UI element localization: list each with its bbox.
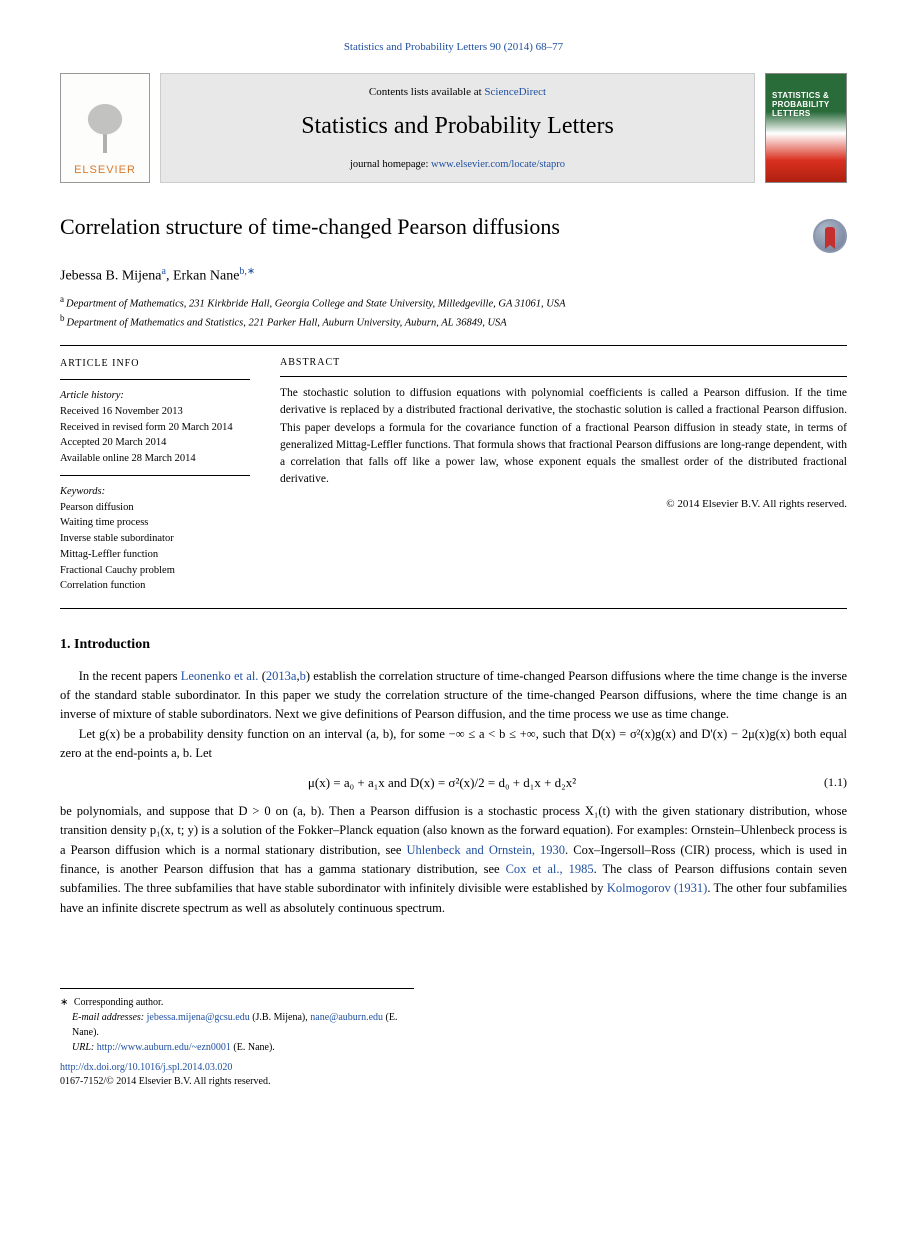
copyright-line: © 2014 Elsevier B.V. All rights reserved…: [280, 497, 847, 512]
corr-text: Corresponding author.: [71, 997, 163, 1008]
author-1-affiliation-marker[interactable]: a: [161, 266, 165, 277]
article-info-head: article info: [60, 356, 250, 371]
affiliation-a: aDepartment of Mathematics, 231 Kirkbrid…: [60, 293, 847, 312]
info-divider-1: [60, 379, 250, 380]
footnotes: ∗ Corresponding author. E-mail addresses…: [60, 988, 414, 1055]
url-line: URL: http://www.auburn.edu/~ezn0001 (E. …: [60, 1040, 414, 1055]
equation-1-1-number: (1.1): [824, 774, 847, 791]
section-1-head: 1. Introduction: [60, 635, 847, 655]
history-label: Article history:: [60, 388, 250, 404]
author-2-corresponding-marker[interactable]: ∗: [247, 266, 255, 277]
intro-paragraph-3: be polynomials, and suppose that D > 0 o…: [60, 802, 847, 918]
author-2: Erkan Nane: [173, 269, 239, 284]
abstract-text: The stochastic solution to diffusion equ…: [280, 385, 847, 489]
corr-marker: ∗: [60, 997, 68, 1008]
aff-b-text: Department of Mathematics and Statistics…: [67, 317, 507, 328]
elsevier-logo: ELSEVIER: [60, 73, 150, 183]
p1-text-a: In the recent papers: [79, 669, 181, 683]
url-label: URL:: [72, 1042, 97, 1053]
keyword-3: Inverse stable subordinator: [60, 531, 250, 547]
p1-paren: (: [258, 669, 265, 683]
affiliation-b: bDepartment of Mathematics and Statistic…: [60, 312, 847, 331]
journal-cover-thumbnail: STATISTICS & PROBABILITY LETTERS: [765, 73, 847, 183]
author-2-affiliation-marker[interactable]: b,: [239, 266, 247, 277]
journal-header: ELSEVIER Contents lists available at Sci…: [60, 73, 847, 183]
ref-kolmogorov-1931[interactable]: Kolmogorov (1931): [607, 881, 708, 895]
paper-title: Correlation structure of time-changed Pe…: [60, 213, 793, 241]
received-date: Received 16 November 2013: [60, 404, 250, 420]
abstract-column: abstract The stochastic solution to diff…: [280, 356, 847, 594]
info-divider-2: [60, 475, 250, 476]
homepage-prefix: journal homepage:: [350, 159, 431, 170]
author-1: Jebessa B. Mijena: [60, 269, 161, 284]
contents-available-line: Contents lists available at ScienceDirec…: [369, 85, 546, 100]
keywords-head: Keywords:: [60, 484, 250, 500]
bottom-rule: [60, 608, 847, 609]
header-center-panel: Contents lists available at ScienceDirec…: [160, 73, 755, 183]
aff-a-text: Department of Mathematics, 231 Kirkbride…: [66, 298, 566, 309]
elsevier-label: ELSEVIER: [74, 163, 136, 178]
crossmark-badge[interactable]: [813, 219, 847, 253]
affiliations: aDepartment of Mathematics, 231 Kirkbrid…: [60, 293, 847, 332]
abstract-head: abstract: [280, 356, 847, 370]
ref-leonenko-2013a[interactable]: 2013a: [266, 669, 297, 683]
ref-cox-1985[interactable]: Cox et al., 1985: [506, 862, 594, 876]
authors-line: Jebessa B. Mijenaa, Erkan Naneb,∗: [60, 265, 847, 286]
email-1[interactable]: jebessa.mijena@gcsu.edu: [147, 1012, 250, 1023]
intro-paragraph-1: In the recent papers Leonenko et al. (20…: [60, 667, 847, 725]
email-2[interactable]: nane@auburn.edu: [310, 1012, 383, 1023]
aff-a-label: a: [60, 294, 64, 304]
crossmark-ribbon-icon: [825, 227, 835, 245]
cover-text-3: LETTERS: [772, 110, 840, 119]
keyword-1: Pearson diffusion: [60, 500, 250, 516]
email-line: E-mail addresses: jebessa.mijena@gcsu.ed…: [60, 1010, 414, 1040]
homepage-line: journal homepage: www.elsevier.com/locat…: [350, 158, 565, 173]
contents-prefix: Contents lists available at: [369, 86, 484, 98]
ref-leonenko[interactable]: Leonenko et al.: [181, 669, 259, 683]
sciencedirect-link[interactable]: ScienceDirect: [484, 86, 546, 98]
email-1-who: (J.B. Mijena),: [250, 1012, 311, 1023]
journal-reference: Statistics and Probability Letters 90 (2…: [60, 40, 847, 55]
keyword-2: Waiting time process: [60, 515, 250, 531]
article-info-column: article info Article history: Received 1…: [60, 356, 250, 594]
equation-1-1: μ(x) = a₀ + a₁x and D(x) = σ²(x)/2 = d₀ …: [60, 774, 824, 792]
email-label: E-mail addresses:: [72, 1012, 147, 1023]
intro-paragraph-2: Let g(x) be a probability density functi…: [60, 725, 847, 764]
keyword-6: Correlation function: [60, 578, 250, 594]
ref-uhlenbeck-ornstein[interactable]: Uhlenbeck and Ornstein, 1930: [407, 843, 566, 857]
keyword-5: Fractional Cauchy problem: [60, 563, 250, 579]
journal-title: Statistics and Probability Letters: [301, 110, 614, 144]
keyword-4: Mittag-Leffler function: [60, 547, 250, 563]
publisher-line: 0167-7152/© 2014 Elsevier B.V. All right…: [60, 1075, 847, 1089]
abstract-rule: [280, 376, 847, 377]
url-who: (E. Nane).: [231, 1042, 275, 1053]
accepted-date: Accepted 20 March 2014: [60, 435, 250, 451]
doi-line: http://dx.doi.org/10.1016/j.spl.2014.03.…: [60, 1061, 847, 1075]
homepage-link[interactable]: www.elsevier.com/locate/stapro: [431, 159, 565, 170]
available-date: Available online 28 March 2014: [60, 451, 250, 467]
elsevier-tree-icon: [70, 88, 140, 163]
corresponding-author-note: ∗ Corresponding author.: [60, 995, 414, 1010]
aff-b-label: b: [60, 313, 65, 323]
author-url[interactable]: http://www.auburn.edu/~ezn0001: [97, 1042, 231, 1053]
revised-date: Received in revised form 20 March 2014: [60, 420, 250, 436]
doi-link[interactable]: http://dx.doi.org/10.1016/j.spl.2014.03.…: [60, 1062, 232, 1073]
